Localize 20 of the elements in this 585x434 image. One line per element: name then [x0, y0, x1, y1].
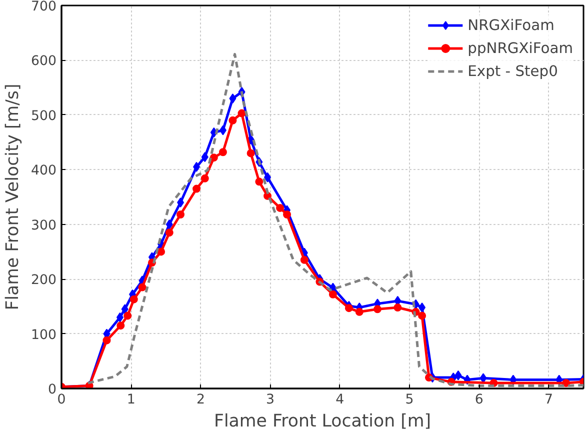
x-tick-label: 7 [544, 392, 553, 408]
x-tick-label: 3 [266, 392, 275, 408]
y-tick-label: 200 [31, 273, 57, 288]
y-tick-label: 600 [31, 54, 57, 70]
y-tick-label: 500 [31, 108, 57, 124]
y-tick-label: 100 [31, 328, 57, 343]
legend-label: NRGXiFoam [468, 16, 554, 34]
x-axis-title: Flame Front Location [m] [214, 412, 431, 432]
x-tick-label: 5 [405, 392, 414, 408]
y-tick-label: 300 [31, 218, 57, 234]
x-tick-label: 4 [336, 392, 344, 408]
legend-label: ppNRGXiFoam [468, 40, 573, 56]
y-axis-title: Flame Front Velocity [m/s] [3, 84, 24, 310]
y-tick-label: 700 [31, 0, 57, 14]
x-tick-label: 1 [126, 392, 136, 408]
y-tick-label: 400 [31, 164, 57, 179]
x-tick-label: 6 [474, 392, 484, 408]
y-tick-label: 0 [48, 382, 57, 398]
x-tick-label: 2 [196, 392, 205, 408]
legend-label: Expt - Step0 [468, 62, 558, 80]
